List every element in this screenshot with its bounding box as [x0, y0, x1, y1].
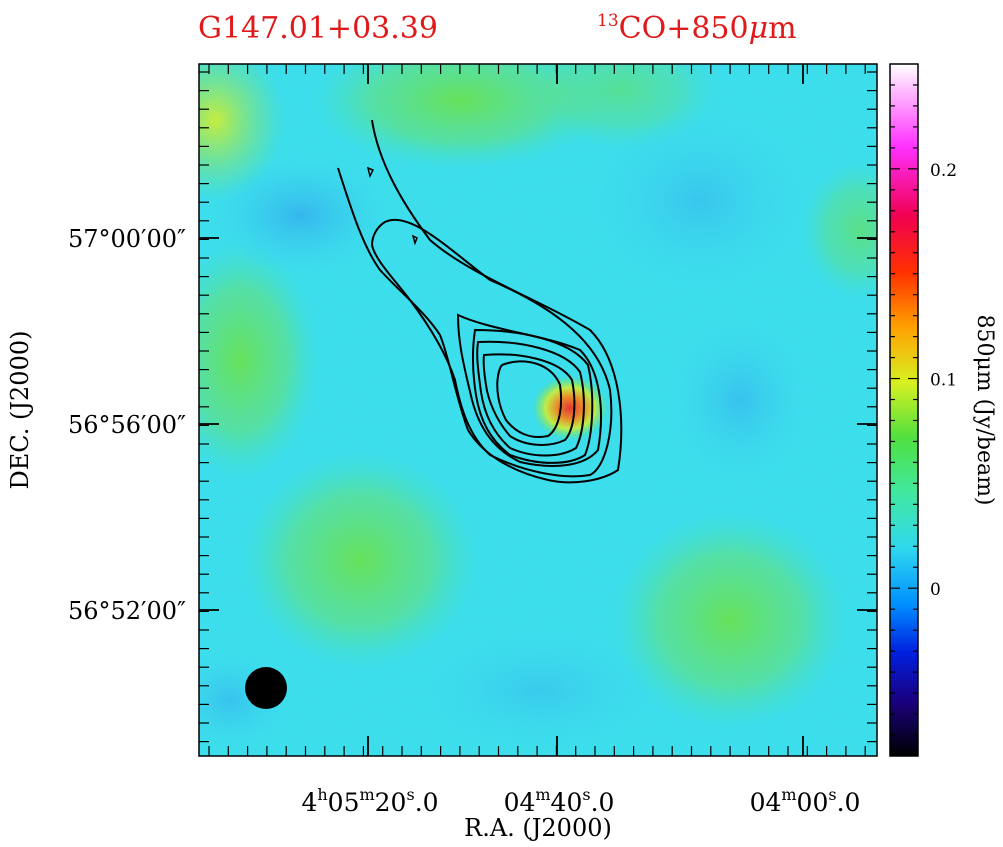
contour-level-2 [370, 219, 613, 478]
colorbar [889, 63, 919, 757]
y-tick-label: 56°56′00″ [68, 411, 186, 439]
colorbar-tick-label: 0 [930, 580, 941, 600]
beam-marker [245, 667, 287, 709]
plot-frame [198, 63, 878, 757]
contour-level-1 [337, 119, 623, 484]
y-tick-label: 56°52′00″ [68, 597, 186, 625]
contours [337, 119, 623, 484]
x-tick-label: 04m00s.0 [750, 785, 861, 817]
title-left: G147.01+03.39 [198, 11, 438, 46]
colorbar-tick-label: 0.1 [930, 371, 957, 391]
contour-knot-2 [411, 234, 418, 246]
y-tick-label: 57°00′00″ [68, 225, 186, 253]
contour-level-7 [496, 360, 563, 438]
x-axis-label: R.A. (J2000) [464, 814, 612, 842]
contour-level-6 [482, 353, 576, 446]
x-tick-label: 04m40s.0 [504, 785, 615, 817]
contour-knot-1 [366, 166, 375, 179]
title-right-unit: m [768, 11, 796, 46]
title-right: 13CO+850μm [597, 11, 797, 46]
contour-level-4 [471, 328, 594, 464]
x-tick-labels: 4h05m20s.0 04m40s.0 04m00s.0 [301, 785, 860, 817]
y-tick-labels: 57°00′00″ 56°56′00″ 56°52′00″ [68, 225, 186, 625]
contour-level-5 [476, 340, 585, 457]
colorbar-tick-label: 0.2 [930, 161, 957, 181]
intensity-map [199, 64, 877, 756]
colorbar-ticks [890, 84, 918, 736]
colorbar-label: 850μm (Jy/beam) [972, 314, 997, 505]
title-right-sup: 13 [597, 11, 619, 31]
x-tick-label: 4h05m20s.0 [301, 785, 438, 817]
axis-ticks [199, 64, 877, 756]
y-axis-label: DEC. (J2000) [6, 331, 34, 490]
title-right-mu: μ [749, 11, 769, 46]
colorbar-tick-labels: 0.2 0.1 0 [930, 161, 957, 600]
title-right-main: CO+850 [619, 11, 749, 46]
